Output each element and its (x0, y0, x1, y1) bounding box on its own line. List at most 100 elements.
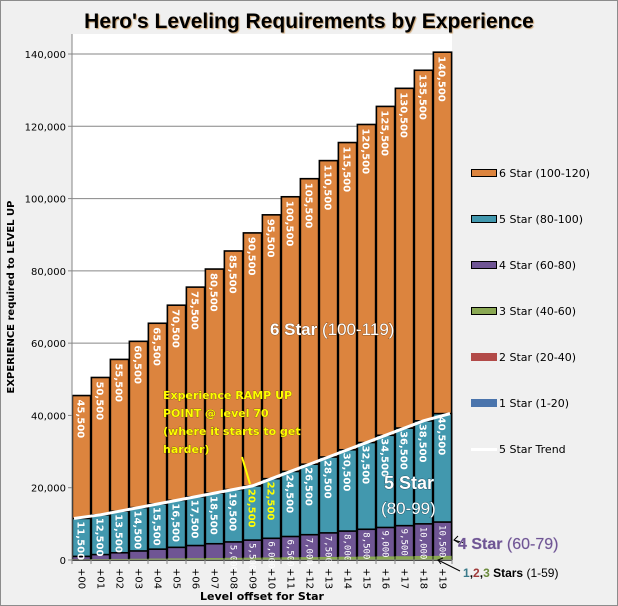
six-star-value-label: 85,500 (227, 255, 238, 294)
bar-3-star (357, 556, 376, 560)
four-star-value-label: 5,000 (228, 545, 238, 572)
low-stars-comma-2: , (480, 566, 483, 580)
legend-label: 6 Star (100-120) (499, 166, 591, 180)
low-stars-3: 3 (483, 566, 490, 580)
five-star-value-label: 40,500 (436, 417, 447, 456)
legend-label: 1 Star (1-20) (499, 396, 570, 410)
ramp-up-line-2: POINT @ level 70 (163, 407, 269, 420)
legend-swatch (471, 215, 497, 223)
six-star-value-label: 115,500 (341, 147, 352, 193)
six-star-value-label: 125,500 (379, 110, 390, 156)
six-star-annotation-bold: 6 Star (270, 320, 318, 339)
five-star-value-label: 13,500 (113, 514, 124, 553)
low-stars-comma-1: , (470, 566, 473, 580)
y-tick-label: 80,000 (31, 267, 66, 278)
bar-3-star (148, 558, 167, 560)
four-star-value-label: 8,000 (342, 534, 352, 561)
four-star-value-label: 10,500 (437, 525, 447, 558)
x-tick-label: +14 (342, 568, 353, 589)
ramp-up-pointer (241, 456, 251, 485)
five-star-value-label: 28,500 (322, 460, 333, 499)
six-star-value-label: 120,500 (360, 128, 371, 174)
six-star-value-label: 130,500 (398, 92, 409, 138)
bar-3-star (167, 558, 186, 560)
five-star-annotation-bold: 5 Star (384, 473, 434, 493)
four-star-value-label: 5,500 (247, 543, 257, 570)
bar-3-star (376, 556, 395, 560)
legend-swatch (471, 169, 497, 177)
four-star-value-label: 7,500 (323, 536, 333, 563)
x-tick-label: +03 (133, 568, 144, 589)
y-axis-title: EXPERIENCE required to LEVEL UP (6, 201, 17, 394)
five-star-value-label: 16,500 (170, 503, 181, 542)
six-star-value-label: 110,500 (322, 165, 333, 211)
six-star-value-label: 95,500 (265, 219, 276, 258)
six-star-value-label: 105,500 (303, 183, 314, 229)
x-tick-label: +00 (76, 568, 87, 589)
x-tick-label: +07 (209, 568, 220, 589)
legend-swatch (471, 399, 497, 407)
bar-labels: 45,500 50,500 55,500 60,500 65,500 70,500 75,5… (75, 56, 447, 572)
five-star-value-label: 17,500 (189, 500, 200, 539)
bar-3-star (395, 556, 414, 560)
six-star-value-label: 90,500 (246, 237, 257, 276)
legend-label: 4 Star (60-80) (499, 258, 577, 272)
six-star-value-label: 55,500 (113, 363, 124, 402)
x-tick-label: +08 (228, 568, 239, 589)
x-tick-label: +04 (152, 568, 163, 589)
five-star-value-label: 12,500 (94, 518, 105, 557)
legend-label: 5 Star Trend (499, 442, 566, 456)
four-star-value-label: 6,000 (266, 541, 276, 568)
five-star-value-label: 14,500 (132, 511, 143, 550)
bar-4-star (147, 548, 168, 561)
bar-3-star (281, 557, 300, 560)
bar-3-star (319, 556, 338, 560)
legend-item: 2 Star (20-40) (471, 350, 576, 364)
legend-swatch (471, 261, 497, 269)
six-star-value-label: 140,500 (436, 56, 447, 102)
y-tick-label: 120,000 (25, 122, 66, 133)
six-star-value-label: 50,500 (94, 381, 105, 420)
legend-swatch (471, 447, 497, 451)
low-stars-2: 2 (473, 566, 480, 580)
five-star-trend-line (73, 412, 451, 520)
bar-3-star (262, 557, 281, 560)
six-star-value-label: 65,500 (151, 327, 162, 366)
low-stars-annotation: 1,2,3 Stars (1-59) (463, 566, 558, 580)
low-stars-arrowhead (437, 557, 444, 565)
five-star-value-label: 32,500 (360, 446, 371, 485)
six-star-value-label: 75,500 (189, 291, 200, 330)
y-tick-label: 40,000 (31, 411, 66, 422)
five-star-value-label: 34,500 (379, 438, 390, 477)
bar-3-star (205, 558, 224, 560)
bar-3-star (300, 557, 319, 560)
four-star-value-label: 10,000 (418, 527, 428, 560)
x-tick-label: +18 (418, 568, 429, 589)
ramp-up-annotation: Experience RAMP UP POINT @ level 70 (whe… (163, 389, 301, 457)
four-star-annotation-range: (60-79) (507, 536, 559, 553)
five-star-value-label: 20,500 (246, 489, 257, 528)
legend-item: 3 Star (40-60) (471, 304, 576, 318)
y-axis-ticks: 0 20,000 40,000 60,000 80,000 100,000 120,000 1… (25, 50, 72, 567)
legend-swatch (471, 353, 497, 361)
low-stars-range: (1-59) (523, 566, 558, 580)
x-tick-label: +17 (399, 568, 410, 589)
four-star-value-label: 9,000 (380, 530, 390, 557)
legend-label: 5 Star (80-100) (499, 212, 584, 226)
five-star-value-label: 30,500 (341, 453, 352, 492)
five-star-value-label: 15,500 (151, 507, 162, 546)
legend-item: 5 Star (80-100) (471, 212, 583, 226)
bar-3-star (414, 556, 433, 560)
four-star-arrowhead (453, 535, 460, 544)
bar-4-star (128, 550, 149, 561)
bar-3-star (243, 557, 262, 560)
four-star-annotation-bold: 4 Star (458, 536, 502, 553)
bar-3-star (186, 558, 205, 560)
x-axis-ticks: +00 +01 +02 +03 +04 +05 +06 +07 +08 +09 +10 +11 +12 +… (71, 560, 453, 589)
low-stars-arrow (437, 559, 461, 572)
x-tick-label: +01 (95, 568, 106, 589)
y-tick-label: 140,000 (25, 50, 66, 61)
legend-item: 1 Star (1-20) (471, 396, 569, 410)
legend-item: 6 Star (100-120) (471, 166, 590, 180)
